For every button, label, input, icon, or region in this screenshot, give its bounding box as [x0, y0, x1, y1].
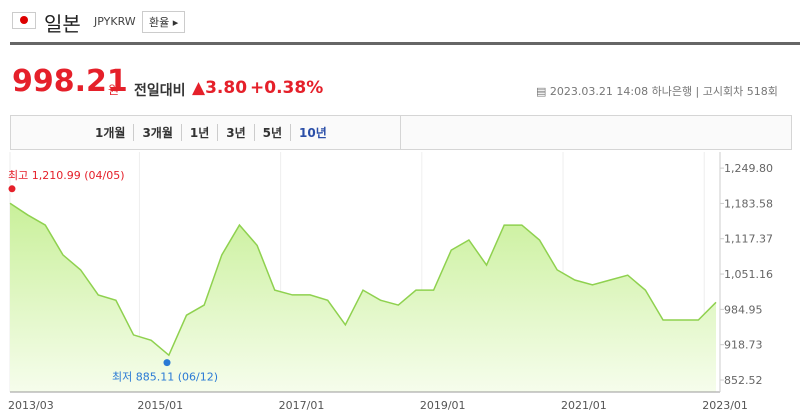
flag — [12, 12, 36, 29]
period-tab[interactable]: 1개월 — [95, 126, 126, 140]
tab-bar: 1개월 3개월 1년 3년 5년 10년 — [10, 115, 792, 150]
y-tick-label: 1,183.58 — [724, 197, 773, 210]
datetime: 2023.03.21 14:08 — [549, 85, 649, 98]
currency-code: JPYKRW — [94, 15, 136, 28]
x-tick-label: 2019/01 — [420, 399, 466, 412]
annotation-label: 최저 885.11 (06/12) — [112, 371, 218, 384]
period-tab[interactable]: 5년 — [253, 124, 290, 141]
period-tab[interactable]: 3년 — [217, 124, 253, 141]
x-tick-label: 2023/01 — [702, 399, 748, 412]
tab-divider — [400, 116, 401, 149]
chart: 2013/03 2015/01 2017/01 2019/01 2021/01 2023/… — [8, 152, 773, 412]
change-label: 전일대비 — [134, 83, 186, 99]
round: 고시회차 518회 — [702, 85, 778, 98]
x-tick-label: 2015/01 — [137, 399, 183, 412]
change-pct: +0.38% — [250, 78, 324, 98]
annotation-label: 최고 1,210.99 (04/05) — [8, 169, 125, 182]
annotation-dot — [8, 185, 16, 193]
y-tick-label: 984.95 — [724, 303, 763, 316]
flag-dot — [20, 16, 28, 24]
exchange-button[interactable]: 환율 ▸ — [142, 11, 186, 33]
x-tick-label: 2021/01 — [561, 399, 607, 412]
change: ▲3.80 — [192, 78, 248, 98]
y-tick-label: 1,117.37 — [724, 233, 773, 246]
period-tab[interactable]: 10년 — [290, 124, 335, 141]
quote-info: ▤ 2023.03.21 14:08 하나은행 | 고시회차 518회 — [536, 85, 778, 98]
x-tick-label: 2017/01 — [279, 399, 325, 412]
y-tick-label: 1,249.80 — [724, 162, 773, 175]
line — [9, 202, 717, 357]
y-tick-label: 918.73 — [724, 339, 763, 352]
exchange-button-label: 환율 — [149, 16, 170, 29]
tab-list: 1개월 3개월 1년 3년 5년 10년 — [87, 124, 335, 141]
price-unit: 원 — [108, 83, 120, 97]
currency-name: 일본 — [44, 12, 81, 36]
annotation-dot — [163, 359, 171, 367]
period-tab[interactable]: 3개월 — [133, 124, 180, 141]
area — [10, 203, 716, 392]
period-tab[interactable]: 1년 — [180, 124, 217, 141]
header-rule — [10, 42, 800, 45]
y-tick-label: 852.52 — [724, 374, 763, 387]
bank: 하나은행 — [651, 85, 693, 98]
y-tick-label: 1,051.16 — [724, 268, 773, 281]
x-tick-label: 2013/03 — [8, 399, 54, 412]
price: 998.21 — [12, 64, 128, 99]
